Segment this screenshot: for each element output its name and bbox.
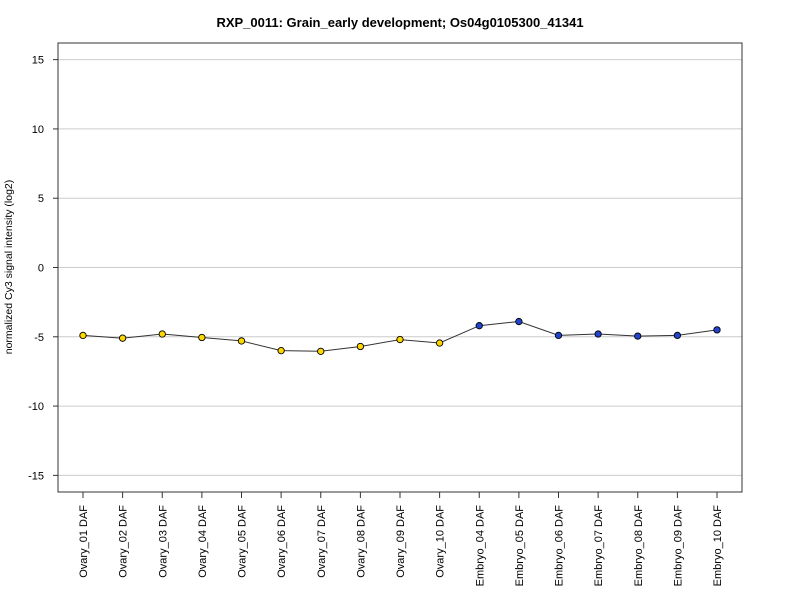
y-tick-label: 5 [38,193,44,205]
data-point [554,331,563,340]
data-point [118,334,127,342]
x-tick-label: Ovary_03 DAF [157,505,169,578]
data-point [673,331,682,340]
series [79,317,721,355]
data-point [356,342,365,351]
x-tick-label: Embryo_04 DAF [474,505,486,587]
data-point [594,330,602,338]
data-point [277,346,285,355]
y-tick-label: 15 [32,55,44,67]
x-tick-label: Ovary_07 DAF [316,505,328,578]
x-tick-label: Ovary_04 DAF [197,505,209,578]
data-point [317,347,325,355]
data-point [475,322,483,330]
x-tick-label: Ovary_08 DAF [355,505,367,578]
data-point [713,326,721,334]
data-point [634,332,642,340]
x-tick-label: Embryo_07 DAF [593,505,605,587]
grid [58,59,742,476]
y-axis: 15 10 5 0 -5 -10 -15 [28,55,58,482]
x-tick-label: Ovary_10 DAF [435,505,447,578]
data-point [237,337,246,345]
x-tick-label: Embryo_05 DAF [514,505,526,587]
x-tick-label: Embryo_06 DAF [554,505,566,587]
data-point [435,339,444,347]
x-tick-label: Ovary_05 DAF [237,505,249,578]
x-tick-label: Embryo_09 DAF [672,505,684,587]
y-tick-label: -15 [28,470,44,482]
data-point [396,335,404,344]
x-tick-label: Ovary_06 DAF [276,505,288,578]
x-tick-label: Ovary_01 DAF [78,505,90,578]
data-point [79,331,87,340]
chart-title: RXP_0011: Grain_early development; Os04g… [216,15,583,30]
data-point [198,333,206,342]
x-tick-label: Ovary_02 DAF [118,505,130,578]
y-tick-label: 0 [38,263,44,275]
data-point [515,317,523,326]
x-axis: Ovary_01 DAF Ovary_02 DAF Ovary_03 DAF Ovar… [78,492,724,586]
y-axis-label: normalized Cy3 signal intensity (log2) [3,180,15,355]
y-tick-label: -5 [34,332,44,344]
x-tick-label: Embryo_08 DAF [633,505,645,587]
x-tick-label: Embryo_10 DAF [712,505,724,587]
y-tick-label: 10 [32,124,44,136]
data-point [158,330,166,338]
y-tick-label: -10 [28,401,44,413]
x-tick-label: Ovary_09 DAF [395,505,407,578]
